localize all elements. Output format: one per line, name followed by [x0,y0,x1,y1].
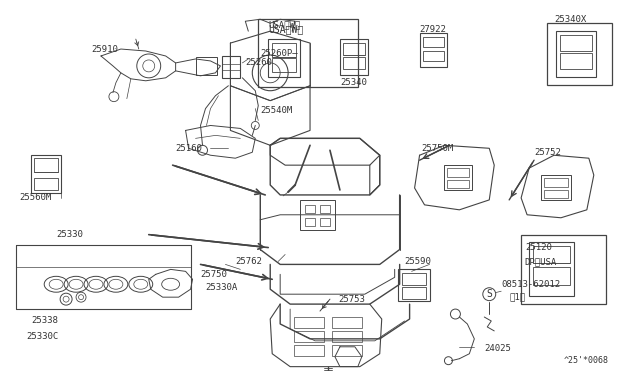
Text: USA〈W〉: USA〈W〉 [268,24,303,34]
Text: 25330A: 25330A [205,283,237,292]
Text: 25330: 25330 [56,230,83,239]
Bar [31,155,61,193]
Text: DP　USA: DP USA [524,257,556,266]
Bar [268,39,300,77]
Text: 25752: 25752 [534,148,561,157]
Text: 25338: 25338 [31,317,58,326]
Bar [397,269,429,301]
Bar [447,180,469,188]
Text: USA〈W〉: USA〈W〉 [268,21,300,30]
Bar [533,267,570,285]
Text: 25753: 25753 [338,295,365,304]
Bar [420,33,447,67]
Bar [560,53,592,69]
Bar [547,23,612,85]
Bar [332,331,362,342]
Bar [300,200,335,230]
Text: 25330C: 25330C [26,332,58,341]
Bar [332,345,362,356]
Text: 25260P—: 25260P— [260,48,298,58]
Bar [272,43,296,57]
Bar [556,31,596,77]
Text: 25160: 25160 [175,144,202,153]
Bar [259,19,358,87]
Text: （1）: （1） [509,293,525,302]
Text: 25560M: 25560M [19,193,52,202]
Bar [305,205,315,213]
Text: 08513-62012: 08513-62012 [501,280,561,289]
Text: 25750M: 25750M [422,144,454,153]
Bar [343,57,365,69]
Bar [35,158,58,172]
Bar [343,43,365,55]
Bar [272,58,296,72]
Bar [320,218,330,226]
Bar [533,246,570,263]
Text: 27922: 27922 [420,25,447,34]
Bar [196,57,218,75]
Bar [560,35,592,51]
Bar [402,287,426,299]
Bar [544,190,568,198]
Bar [305,218,315,226]
Bar [444,165,472,190]
Bar [332,317,362,328]
Bar [35,178,58,190]
Bar [294,345,324,356]
Text: ^25'*0068: ^25'*0068 [564,356,609,365]
Bar [223,56,241,78]
Text: S: S [486,289,492,299]
Bar [529,241,574,296]
Text: 25762: 25762 [236,257,262,266]
Text: 25260: 25260 [245,58,272,67]
Text: 25910: 25910 [91,45,118,54]
Bar [320,205,330,213]
Bar [447,168,469,177]
Bar [544,178,568,187]
Text: 25340X: 25340X [554,15,586,24]
Text: 25340: 25340 [340,78,367,87]
Bar [402,273,426,285]
Text: 24025: 24025 [484,344,511,353]
Text: 25540M: 25540M [260,106,292,115]
Bar [422,51,444,61]
Bar [340,39,368,75]
Text: 25750: 25750 [200,270,227,279]
Bar [422,37,444,47]
Text: 25590: 25590 [404,257,431,266]
Bar [294,331,324,342]
Bar [294,317,324,328]
Bar [541,175,571,200]
Bar [521,235,605,304]
Text: 25120: 25120 [525,243,552,252]
